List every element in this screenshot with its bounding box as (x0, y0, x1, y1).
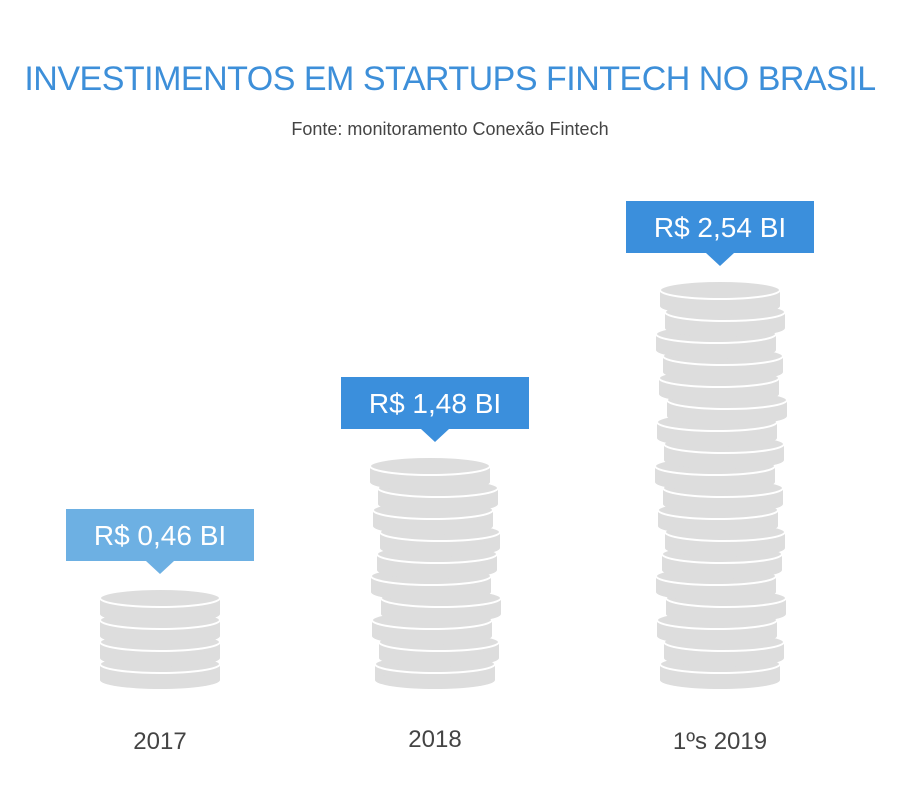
value-callout: R$ 2,54 BI (626, 201, 814, 266)
value-callout-box (66, 509, 254, 561)
category-label: 1ºs 2019 (673, 728, 767, 755)
value-callout: R$ 1,48 BI (341, 377, 529, 442)
coin (659, 280, 781, 315)
value-label: R$ 1,48 BI (369, 388, 501, 419)
value-callout-box (341, 377, 529, 429)
value-callout-box (626, 201, 814, 253)
value-callout-pointer (706, 253, 734, 266)
value-callout: R$ 0,46 BI (66, 509, 254, 574)
value-label: R$ 2,54 BI (654, 212, 786, 243)
value-callout-pointer (146, 561, 174, 574)
value-label: R$ 0,46 BI (94, 520, 226, 551)
value-callouts: R$ 0,46 BI R$ 1,48 BI R$ 2,54 BI (66, 201, 814, 574)
coin (99, 588, 221, 623)
coin-stack (369, 456, 502, 689)
coin (369, 456, 491, 491)
coin-stack (654, 280, 788, 689)
value-callout-pointer (421, 429, 449, 442)
category-labels: 2017 2018 1ºs 2019 (133, 726, 767, 755)
chart-subtitle: Fonte: monitoramento Conexão Fintech (291, 119, 608, 139)
coin-stacks (99, 280, 788, 689)
coin-stack (99, 588, 221, 689)
category-label: 2017 (133, 728, 186, 755)
category-label: 2018 (408, 726, 461, 753)
chart-title: INVESTIMENTOS EM STARTUPS FINTECH NO BRA… (24, 60, 875, 98)
